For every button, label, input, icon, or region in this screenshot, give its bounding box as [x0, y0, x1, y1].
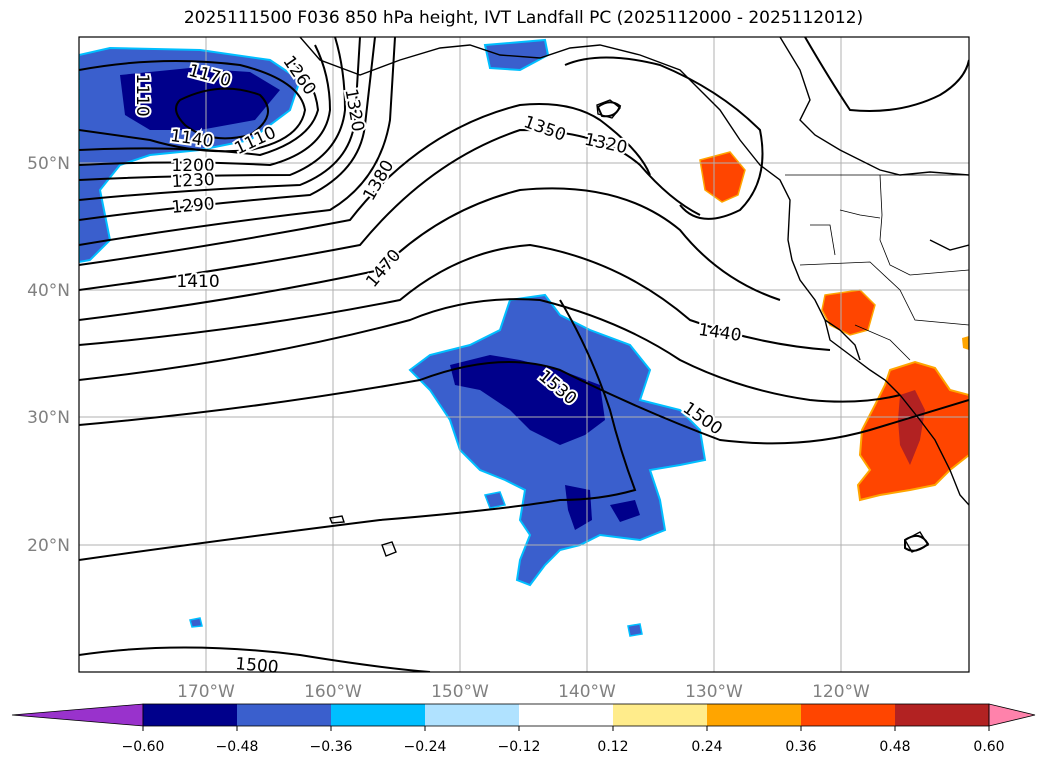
longitude-tick-label: 140°W — [558, 682, 616, 702]
height-contours — [79, 37, 969, 672]
colorbar-tick-label: 0.24 — [691, 739, 722, 755]
longitude-tick-label: 150°W — [431, 682, 489, 702]
longitude-tick-label: 120°W — [812, 682, 870, 702]
latitude-tick-label: 40°N — [27, 281, 70, 301]
latitude-tick-label: 20°N — [27, 536, 70, 556]
colorbar-tick-label: −0.48 — [216, 739, 259, 755]
contour-label: 1290 — [171, 194, 216, 218]
colorbar-segment — [425, 704, 520, 726]
colorbar-segment — [613, 704, 708, 726]
colorbar-segment — [237, 704, 332, 726]
longitude-tick-label: 160°W — [304, 682, 362, 702]
colorbar-frame — [142, 703, 990, 727]
colorbar-extend-min — [11, 703, 144, 727]
map-frame — [78, 36, 970, 673]
borders — [785, 174, 969, 361]
colorbar-segment — [895, 704, 990, 726]
colorbar-segment — [519, 704, 614, 726]
colorbar: −0.60 −0.48 −0.36 −0.24 −0.12 0.12 0.24 0.36 0.4… — [11, 703, 1036, 755]
latitude-tick-label: 30°N — [27, 408, 70, 428]
longitude-tick-label: 170°W — [177, 682, 235, 702]
colorbar-extend-max — [988, 703, 1036, 727]
contour-label: 1410 — [176, 272, 219, 292]
colorbar-segment — [143, 704, 238, 726]
colorbar-tick-label: 0.48 — [879, 739, 910, 755]
longitude-ticks: 170°W 160°W 150°W 140°W 130°W 120°W — [177, 682, 870, 702]
colorbar-tick-label: 0.12 — [597, 739, 628, 755]
colorbar-tick-label: 0.36 — [785, 739, 816, 755]
colorbar-tick-label: −0.36 — [310, 739, 353, 755]
positive-ivt-shading — [699, 151, 969, 502]
contour-label: 1110 — [132, 73, 152, 116]
colorbar-segment — [707, 704, 802, 726]
contour-label: 1200 — [171, 156, 214, 176]
latitude-tick-label: 50°N — [27, 154, 70, 174]
coastlines — [299, 37, 969, 557]
colorbar-tick-label: −0.12 — [498, 739, 541, 755]
colorbar-segment — [331, 704, 426, 726]
contour-label: 1230 — [171, 170, 215, 192]
map-title: 2025111500 F036 850 hPa height, IVT Land… — [183, 8, 864, 28]
colorbar-tick-label: −0.24 — [404, 739, 447, 755]
latitude-ticks: 50°N 40°N 30°N 20°N — [27, 154, 70, 556]
colorbar-segment — [801, 704, 896, 726]
colorbar-tick-label: −0.60 — [122, 739, 165, 755]
contour-label: 1500 — [234, 654, 279, 678]
colorbar-tick-label: 0.60 — [973, 739, 1004, 755]
negative-ivt-shading — [79, 38, 707, 637]
longitude-tick-label: 130°W — [685, 682, 743, 702]
